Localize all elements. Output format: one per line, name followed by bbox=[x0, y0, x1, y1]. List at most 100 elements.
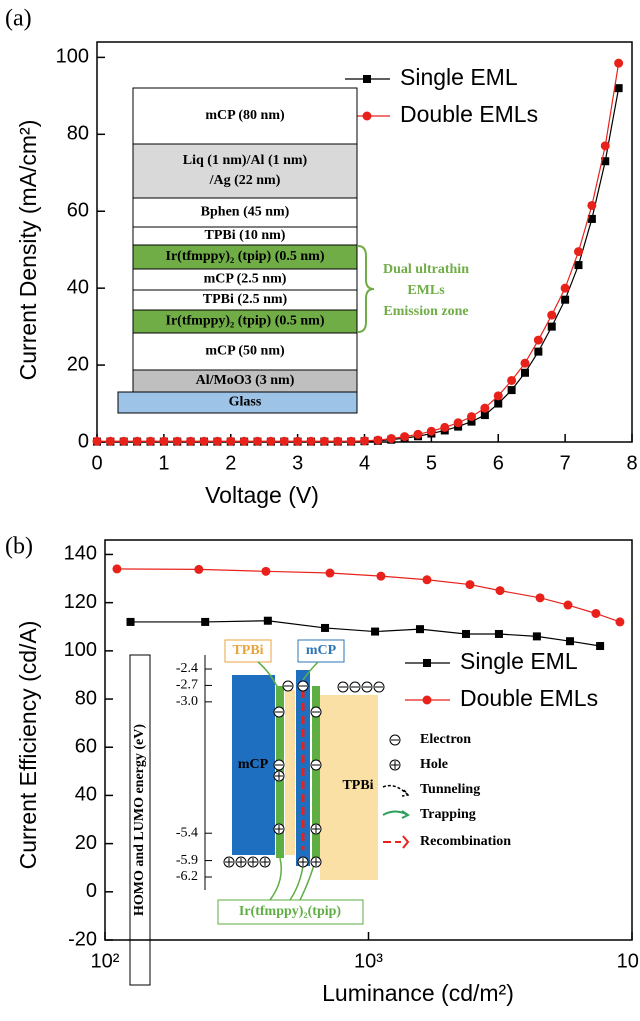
data-point bbox=[534, 347, 543, 356]
data-point bbox=[159, 436, 169, 446]
data-point bbox=[172, 436, 182, 446]
data-point bbox=[480, 411, 489, 420]
diagram-legend-label: Hole bbox=[420, 757, 448, 772]
data-point bbox=[266, 436, 276, 446]
data-point bbox=[132, 436, 142, 446]
layer-label: mCP (2.5 nm) bbox=[204, 272, 287, 287]
data-point bbox=[563, 600, 573, 610]
energy-tick-label: -2.4 bbox=[176, 661, 198, 676]
energy-tick-label: -3.0 bbox=[176, 694, 198, 709]
data-point bbox=[201, 617, 210, 626]
diagram-legend-label: Tunneling bbox=[420, 782, 480, 797]
energy-diagram bbox=[129, 639, 410, 986]
x-tick-label: 6 bbox=[493, 452, 504, 474]
y-tick-label: 40 bbox=[67, 276, 89, 298]
data-point bbox=[199, 436, 209, 446]
x-tick-label: 8 bbox=[626, 452, 637, 474]
data-point bbox=[212, 436, 222, 446]
data-point bbox=[587, 200, 597, 210]
y-tick-label: 120 bbox=[64, 591, 97, 613]
data-point bbox=[112, 564, 122, 574]
energy-tick-label: -6.2 bbox=[176, 869, 198, 884]
y-tick-label: 80 bbox=[67, 123, 89, 145]
data-point bbox=[480, 403, 490, 413]
data-point bbox=[520, 358, 530, 368]
tpbi-thin bbox=[285, 690, 295, 855]
panel-label: (b) bbox=[5, 534, 33, 560]
data-point bbox=[325, 568, 335, 578]
holes bbox=[223, 759, 401, 868]
layer-label: /Ag (22 nm) bbox=[209, 173, 281, 188]
data-point bbox=[321, 623, 330, 632]
series-line bbox=[116, 568, 621, 623]
y-tick-label: 60 bbox=[75, 736, 97, 758]
bracket-label: EMLs bbox=[407, 283, 445, 298]
layer-label: Glass bbox=[229, 395, 262, 410]
data-point bbox=[105, 436, 115, 446]
data-point bbox=[596, 642, 605, 651]
data-point bbox=[547, 310, 557, 320]
layer-label: mCP bbox=[238, 757, 269, 772]
data-point bbox=[226, 436, 236, 446]
data-point bbox=[532, 632, 541, 641]
y-tick-label: 20 bbox=[75, 832, 97, 854]
y-tick-label: 100 bbox=[64, 639, 97, 661]
data-point bbox=[561, 295, 570, 304]
layer-label: TPBi bbox=[232, 643, 263, 658]
layer-label: mCP bbox=[306, 643, 337, 658]
data-point bbox=[493, 391, 503, 401]
data-point bbox=[186, 436, 196, 446]
electron-signs bbox=[275, 685, 399, 766]
x-tick-label: 5 bbox=[426, 452, 437, 474]
data-point bbox=[253, 436, 262, 446]
data-point bbox=[400, 432, 410, 442]
legend-label: Double EMLs bbox=[460, 685, 598, 711]
layer bbox=[117, 391, 358, 414]
connector bbox=[257, 661, 319, 691]
axis-box bbox=[129, 654, 151, 986]
tag-box bbox=[217, 899, 364, 925]
data-point bbox=[600, 141, 610, 151]
data-point bbox=[346, 436, 356, 446]
series-line bbox=[130, 620, 601, 647]
data-point bbox=[614, 58, 624, 68]
data-point bbox=[373, 435, 383, 445]
data-point bbox=[422, 575, 432, 585]
data-point bbox=[293, 436, 303, 446]
y-tick-label: -20 bbox=[68, 928, 97, 950]
layer-label: TPBi bbox=[342, 778, 373, 793]
energy-tick-label: -5.9 bbox=[176, 853, 198, 868]
data-point bbox=[494, 629, 503, 638]
x-tick-label: 10³ bbox=[354, 950, 383, 972]
energy-tick-label: -2.7 bbox=[176, 678, 198, 693]
data-point bbox=[239, 436, 249, 446]
data-point bbox=[615, 617, 625, 627]
data-point bbox=[306, 436, 316, 446]
layer-label: TPBi (10 nm) bbox=[205, 228, 286, 243]
data-point bbox=[279, 436, 289, 446]
data-point bbox=[467, 417, 476, 426]
data-point bbox=[533, 335, 543, 345]
diagram-legend-label: Recombination bbox=[420, 834, 511, 849]
y-tick-label: 60 bbox=[67, 200, 89, 222]
bracket-label: Dual ultrathin bbox=[383, 262, 469, 277]
trapping-icon bbox=[382, 810, 410, 819]
y-tick-label: 0 bbox=[78, 430, 89, 452]
x-tick-label: 3 bbox=[292, 452, 303, 474]
layer-label: Ir(tfmppy)₂ (tpip) (0.5 nm) bbox=[166, 314, 325, 329]
y-tick-label: 40 bbox=[75, 784, 97, 806]
panel-label: (a) bbox=[5, 6, 32, 32]
data-point bbox=[535, 593, 545, 603]
data-point bbox=[386, 434, 396, 444]
data-point bbox=[413, 429, 423, 439]
energy-tick-label: -5.4 bbox=[176, 825, 198, 840]
legend-label: Single EML bbox=[400, 64, 518, 90]
diagram-legend-label: Electron bbox=[420, 732, 471, 747]
data-point bbox=[146, 436, 155, 446]
data-point bbox=[494, 399, 503, 408]
layer-label: Liq (1 nm)/Al (1 nm) bbox=[183, 153, 308, 168]
y-tick-label: 140 bbox=[64, 543, 97, 565]
layer-label: mCP (50 nm) bbox=[205, 344, 285, 359]
data-point bbox=[319, 436, 329, 446]
energy-axis-title: HOMO and LUMO energy (eV) bbox=[132, 724, 147, 916]
